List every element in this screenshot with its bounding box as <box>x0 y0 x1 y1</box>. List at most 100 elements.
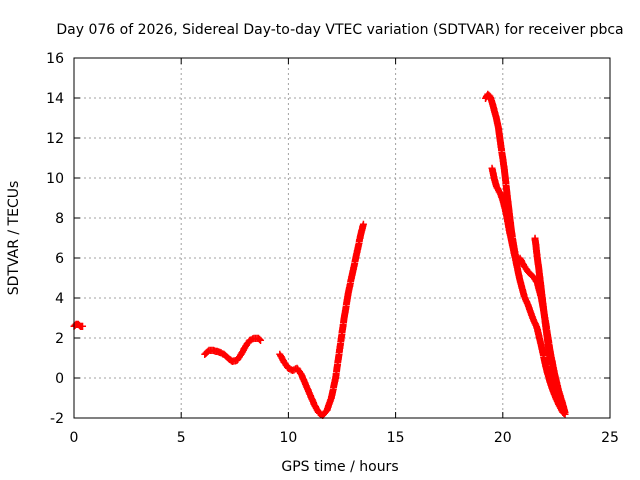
data-point: + <box>330 381 338 396</box>
data-point: + <box>498 145 506 160</box>
data-point: + <box>495 185 503 200</box>
data-point: + <box>545 347 553 362</box>
data-point: + <box>545 343 553 358</box>
data-point: + <box>515 268 523 283</box>
data-point: + <box>550 366 558 381</box>
data-point: + <box>332 370 340 385</box>
data-point: + <box>509 242 517 257</box>
data-point: + <box>229 355 237 370</box>
data-point: + <box>542 322 550 337</box>
data-point: + <box>239 344 247 359</box>
data-point: + <box>245 335 253 350</box>
data-point: + <box>335 349 343 364</box>
data-point: + <box>548 355 556 370</box>
data-point: + <box>519 284 527 299</box>
data-point: + <box>545 341 553 356</box>
data-point: + <box>503 191 511 206</box>
data-point: + <box>504 215 512 230</box>
data-point: + <box>343 293 351 308</box>
data-point: + <box>495 124 503 139</box>
data-point: + <box>533 320 541 335</box>
data-point: + <box>538 288 546 303</box>
data-point: + <box>352 252 360 267</box>
data-point: + <box>335 345 343 360</box>
data-point: + <box>544 331 552 346</box>
data-point: + <box>531 233 539 248</box>
data-point: + <box>490 170 498 185</box>
data-point: + <box>513 259 521 274</box>
data-point: + <box>513 254 521 269</box>
data-point: + <box>531 234 539 249</box>
data-point: + <box>338 329 346 344</box>
data-point: + <box>324 402 332 417</box>
data-point: + <box>536 286 544 301</box>
data-point: + <box>537 278 545 293</box>
data-point: + <box>513 253 521 268</box>
data-point: + <box>548 354 556 369</box>
data-point: + <box>358 222 366 237</box>
data-point: + <box>550 363 558 378</box>
data-point: + <box>544 367 552 382</box>
data-point: + <box>507 221 515 236</box>
data-point: + <box>547 379 555 394</box>
data-point: + <box>548 382 556 397</box>
data-point: + <box>312 402 320 417</box>
data-point: + <box>542 316 550 331</box>
data-point: + <box>555 386 563 401</box>
data-point: + <box>342 298 350 313</box>
data-point: + <box>541 313 549 328</box>
data-point: + <box>539 300 547 315</box>
data-point: + <box>539 293 547 308</box>
data-point: + <box>499 153 507 168</box>
data-point: + <box>533 276 541 291</box>
data-point: + <box>511 251 519 266</box>
data-point: + <box>339 323 347 338</box>
data-point: + <box>509 236 517 251</box>
data-point: + <box>239 345 247 360</box>
data-point: + <box>539 299 547 314</box>
data-point: + <box>507 216 515 231</box>
data-point: + <box>294 363 302 378</box>
data-point: + <box>351 253 359 268</box>
data-point: + <box>505 200 513 215</box>
data-point: + <box>276 348 284 363</box>
data-point: + <box>493 181 501 196</box>
data-point: + <box>552 372 560 387</box>
data-point: + <box>510 248 518 263</box>
data-point: + <box>511 248 519 263</box>
data-point: + <box>511 244 519 259</box>
data-point: + <box>329 384 337 399</box>
data-point: + <box>495 122 503 137</box>
data-point: + <box>558 393 566 408</box>
data-point: + <box>550 376 558 391</box>
data-point: + <box>76 320 84 335</box>
data-point: + <box>540 352 548 367</box>
data-point: + <box>512 255 520 270</box>
data-point: + <box>299 370 307 385</box>
data-point: + <box>328 388 336 403</box>
data-point: + <box>496 129 504 144</box>
data-point: + <box>499 195 507 210</box>
data-point: + <box>305 385 313 400</box>
data-point: + <box>538 296 546 311</box>
data-point: + <box>529 270 537 285</box>
y-tick-label: 10 <box>46 171 64 187</box>
data-point: + <box>538 343 546 358</box>
data-point: + <box>549 372 557 387</box>
data-point: + <box>495 184 503 199</box>
data-point: + <box>500 159 508 174</box>
data-point: + <box>529 313 537 328</box>
data-point: + <box>497 188 505 203</box>
data-point: + <box>332 368 340 383</box>
data-point: + <box>539 297 547 312</box>
y-tick-label: 12 <box>46 131 64 147</box>
data-point: + <box>528 269 536 284</box>
data-point: + <box>347 272 355 287</box>
data-point: + <box>537 276 545 291</box>
data-point: + <box>547 356 555 371</box>
data-point: + <box>539 346 547 361</box>
chart-title: Day 076 of 2026, Sidereal Day-to-day VTE… <box>56 22 623 38</box>
data-point: + <box>505 207 513 222</box>
y-tick-label: 6 <box>55 251 64 267</box>
data-point: + <box>495 123 503 138</box>
